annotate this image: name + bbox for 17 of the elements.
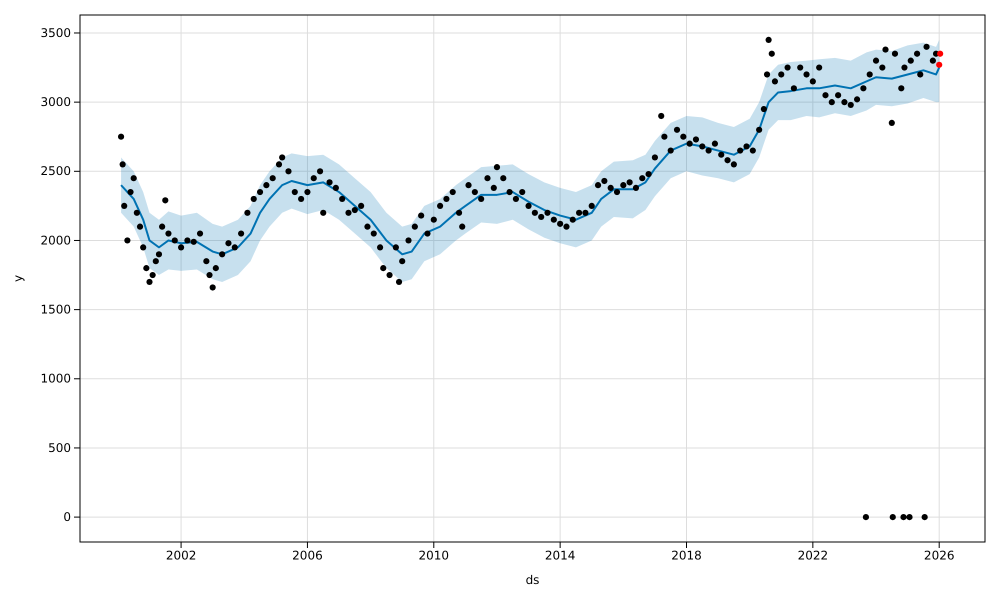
y-tick-label: 3500 [40,26,71,40]
y-tick-label: 2000 [40,233,71,248]
y-tick-label: 2500 [40,164,71,178]
y-tick-label: 0 [63,510,71,524]
x-tick-label: 2006 [292,548,323,563]
y-tick-label: 500 [48,440,71,455]
x-tick-label: 2010 [418,548,450,563]
x-tick-label: 2014 [544,548,576,563]
x-axis-title: ds [526,573,540,587]
y-tick-label: 3000 [40,94,71,109]
x-tick-label: 2002 [166,548,196,563]
y-tick-label: 1000 [40,372,71,386]
y-axis-title: y [11,274,25,282]
x-tick-label: 2022 [798,548,828,563]
x-tick-label: 2026 [924,548,954,563]
y-tick-label: 1500 [40,302,71,316]
x-tick-label: 2018 [671,548,702,563]
